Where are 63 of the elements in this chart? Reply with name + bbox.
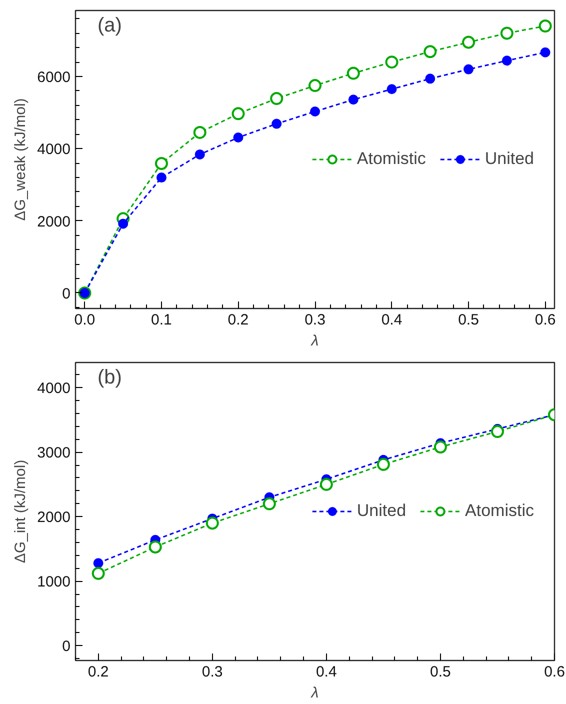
legend-label: Atomistic	[356, 149, 426, 169]
point	[425, 74, 436, 84]
point	[502, 56, 512, 66]
point	[148, 540, 162, 554]
x-tick-label: 0.0	[74, 312, 96, 328]
x-tick-label: 0.4	[381, 312, 402, 328]
y-tick-label: 2000	[37, 213, 71, 230]
x-tick-label: 0.5	[430, 664, 451, 680]
point	[206, 516, 219, 530]
y-tick-label: 2000	[37, 509, 71, 526]
point	[538, 20, 552, 32]
point	[262, 497, 276, 510]
x-tick-label: 0.3	[304, 312, 326, 328]
point	[540, 47, 550, 58]
x-tick-label: 0.4	[316, 664, 337, 680]
y-tick-label: 4000	[37, 380, 71, 398]
point	[93, 558, 104, 568]
x-tick-label: 0.3	[202, 664, 223, 680]
point	[92, 566, 105, 580]
legend-label: United	[484, 149, 534, 169]
point	[233, 132, 244, 142]
point	[500, 26, 514, 40]
annotation: (b)	[98, 366, 122, 388]
x-axis-title: λ	[310, 332, 319, 350]
y-tick-label: 1000	[37, 574, 71, 591]
point	[348, 94, 358, 105]
point	[193, 126, 206, 139]
y-tick-label: 6000	[37, 69, 71, 86]
point	[434, 440, 447, 454]
point	[464, 64, 474, 74]
x-tick-label: 0.1	[151, 312, 172, 328]
x-tick-label: 0.6	[534, 312, 556, 328]
point	[154, 156, 168, 170]
x-axis-title: λ	[310, 684, 319, 702]
point	[310, 106, 320, 117]
y-tick-label: 3000	[37, 444, 71, 462]
point	[320, 478, 333, 491]
point	[270, 92, 284, 106]
point	[386, 84, 397, 94]
y-tick-label: 0	[62, 285, 70, 302]
point	[118, 218, 128, 229]
point	[308, 79, 322, 92]
x-tick-label: 0.2	[88, 664, 109, 680]
point	[490, 425, 504, 438]
legend-label: Atomistic	[465, 501, 534, 521]
point	[156, 172, 166, 183]
x-tick-label: 0.5	[458, 312, 479, 328]
point	[385, 56, 398, 69]
y-tick-label: 0	[62, 638, 70, 656]
point	[462, 36, 476, 49]
x-tick-label: 0.2	[228, 312, 249, 328]
point	[346, 66, 360, 80]
y-axis-title: ΔG_int (kJ/mol)	[12, 460, 30, 564]
y-tick-label: 4000	[37, 141, 71, 158]
x-tick-label: 0.6	[544, 664, 565, 680]
point	[424, 45, 437, 58]
y-axis-title: ΔG_weak (kJ/mol)	[12, 98, 30, 221]
annotation: (a)	[98, 14, 122, 36]
point	[194, 149, 205, 160]
point	[232, 107, 245, 120]
point	[376, 458, 390, 471]
legend-label: United	[356, 501, 406, 521]
point	[272, 118, 282, 129]
